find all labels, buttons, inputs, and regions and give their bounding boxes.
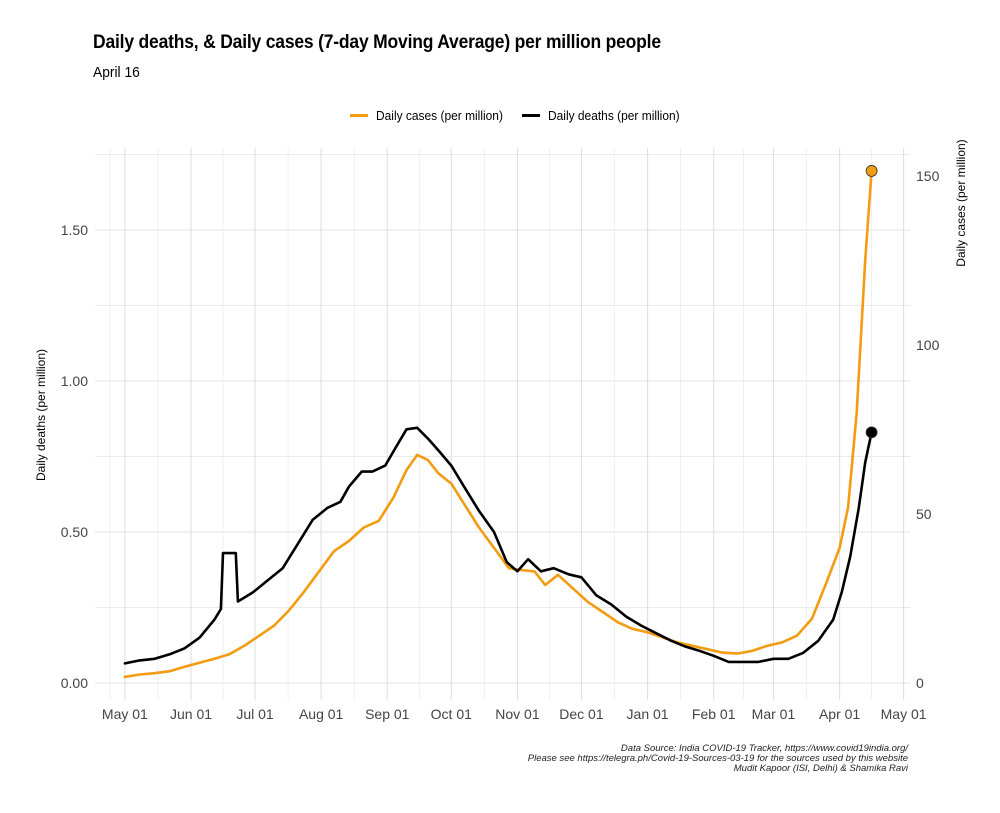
legend-item-cases: Daily cases (per million) (350, 108, 514, 123)
y-left-tick-label: 0.50 (61, 524, 88, 540)
x-tick-label: Oct 01 (431, 706, 472, 722)
chart-title: Daily deaths, & Daily cases (7-day Movin… (93, 32, 661, 53)
caption-sources-link: Please see https://telegra.ph/Covid-19-S… (527, 753, 908, 764)
y-left-tick-label: 1.50 (61, 222, 88, 238)
caption: Data Source: India COVID-19 Tracker, htt… (528, 744, 908, 774)
x-tick-label: Sep 01 (365, 706, 410, 722)
y-right-tick-label: 100 (916, 337, 940, 353)
legend-key-deaths (521, 114, 540, 117)
y-right-tick-label: 150 (916, 168, 940, 184)
endpoint-marker-cases (865, 165, 878, 177)
legend-label-cases: Daily cases (per million) (376, 108, 503, 123)
y-right-tick-label: 50 (916, 506, 932, 522)
legend-key-cases (350, 114, 368, 117)
x-tick-label: Dec 01 (559, 706, 604, 722)
x-tick-label: Mar 01 (752, 706, 796, 722)
grid (95, 148, 910, 700)
x-tick-label: May 01 (102, 706, 148, 722)
x-tick-label: May 01 (881, 706, 927, 722)
y-axis-right: 0 50 100 150 (916, 168, 940, 691)
series-line-cases (123, 169, 873, 679)
caption-data-source: Data Source: India COVID-19 Tracker, htt… (620, 743, 908, 754)
y-axis-right-title: Daily cases (per million) (954, 139, 968, 266)
x-tick-label: Jan 01 (627, 706, 669, 722)
series-line-deaths (123, 426, 873, 665)
caption-authors: Mudit Kapoor (ISI, Delhi) & Shamika Ravi (733, 763, 908, 774)
y-left-tick-label: 0.00 (61, 675, 88, 691)
x-tick-label: Feb 01 (692, 706, 736, 722)
legend-label-deaths: Daily deaths (per million) (547, 108, 680, 123)
series-lines (123, 165, 878, 679)
x-tick-label: Jul 01 (236, 706, 274, 722)
chart-subtitle: April 16 (93, 64, 140, 81)
x-tick-label: Aug 01 (299, 706, 344, 722)
x-tick-label: Jun 01 (170, 706, 212, 722)
legend: Daily cases (per million) Daily deaths (… (350, 108, 699, 123)
y-axis-left-title: Daily deaths (per million) (34, 349, 48, 481)
endpoint-marker-deaths (865, 426, 878, 439)
x-tick-label: Apr 01 (819, 706, 860, 722)
y-left-tick-label: 1.00 (61, 373, 88, 389)
y-axis-left: 0.00 0.50 1.00 1.50 (61, 222, 88, 691)
legend-item-deaths: Daily deaths (per million) (521, 108, 691, 123)
x-axis: May 01 Jun 01 Jul 01 Aug 01 Sep 01 Oct 01 Nov … (102, 706, 927, 722)
x-tick-label: Nov 01 (495, 706, 540, 722)
y-right-tick-label: 0 (916, 675, 924, 691)
